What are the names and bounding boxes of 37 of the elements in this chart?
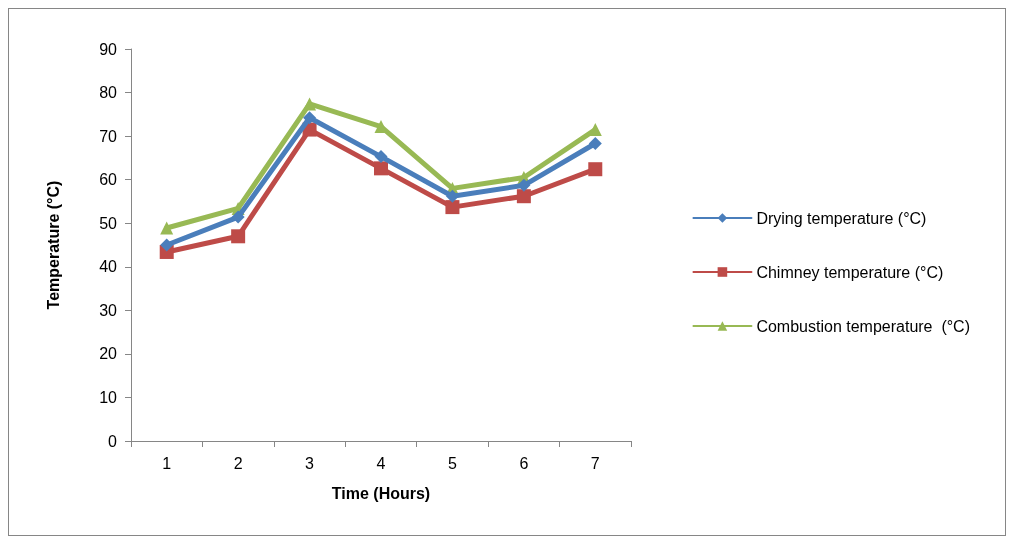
x-tick-label: 7 xyxy=(590,454,600,472)
x-tick-label: 4 xyxy=(376,454,386,472)
point xyxy=(160,221,174,235)
x-tick-label: 1 xyxy=(162,454,172,472)
point xyxy=(303,97,317,111)
point xyxy=(374,161,388,176)
x-axis-title: Time (Hours) xyxy=(331,484,431,502)
y-tick-label: 40 xyxy=(99,258,118,276)
legend-label: Drying temperature (°C) xyxy=(756,209,927,227)
y-tick-label: 30 xyxy=(99,301,118,319)
y-axis-title: Temperature (°C) xyxy=(44,180,62,310)
point xyxy=(160,238,174,252)
point xyxy=(588,162,603,177)
point xyxy=(516,189,531,204)
point xyxy=(588,123,602,137)
point xyxy=(445,189,459,203)
point xyxy=(231,229,246,244)
y-tick-label: 20 xyxy=(99,345,118,363)
point xyxy=(231,210,245,224)
legend-label: Chimney temperature (°C) xyxy=(756,263,944,281)
x-tick-label: 2 xyxy=(233,454,243,472)
y-tick-label: 10 xyxy=(99,388,118,406)
y-tick-label: 70 xyxy=(99,127,118,145)
y-tick-label: 90 xyxy=(99,40,118,58)
y-tick-label: 60 xyxy=(99,171,118,189)
y-tick-label: 0 xyxy=(108,432,118,450)
x-tick-label: 5 xyxy=(447,454,457,472)
y-tick-label: 80 xyxy=(99,84,118,102)
y-tick-label: 50 xyxy=(99,214,118,232)
point xyxy=(374,150,388,164)
point xyxy=(517,178,531,192)
legend-label: Combustion temperature (°C) xyxy=(756,317,971,335)
x-tick-label: 3 xyxy=(305,454,315,472)
point xyxy=(588,137,602,151)
x-tick-label: 6 xyxy=(519,454,529,472)
point xyxy=(445,200,460,215)
point xyxy=(303,111,317,125)
